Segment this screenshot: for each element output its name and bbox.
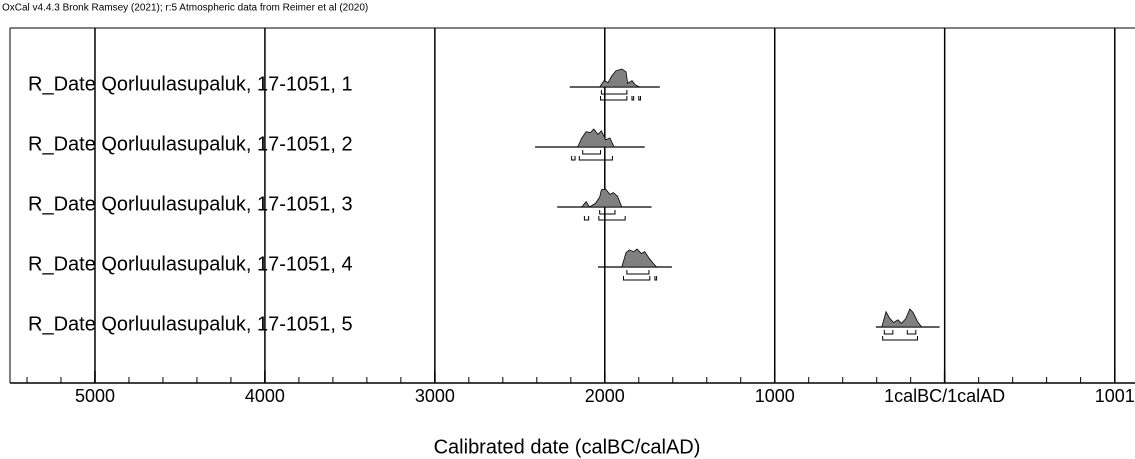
range-2sigma — [882, 336, 918, 341]
x-tick-label: 3000 — [415, 386, 455, 406]
probability-distribution — [598, 68, 640, 88]
date-label: R_Date Qorluulasupaluk, 17-1051, 5 — [28, 313, 353, 335]
range-2sigma — [583, 216, 590, 221]
range-2sigma — [622, 276, 651, 281]
probability-distribution — [621, 248, 658, 268]
probability-distribution — [576, 128, 615, 148]
probability-distribution — [581, 188, 623, 208]
date-label: R_Date Qorluulasupaluk, 17-1051, 3 — [28, 193, 353, 215]
range-1sigma — [600, 90, 628, 95]
x-axis-title: Calibrated date (calBC/calAD) — [434, 436, 701, 458]
x-tick-label: 1calBC/1calAD — [884, 386, 1005, 406]
date-label: R_Date Qorluulasupaluk, 17-1051, 2 — [28, 133, 353, 155]
range-2sigma — [578, 156, 613, 161]
range-2sigma — [600, 96, 628, 101]
probability-distribution — [881, 308, 923, 328]
range-1sigma — [626, 270, 650, 275]
x-tick-label: 2000 — [585, 386, 625, 406]
range-2sigma — [638, 96, 641, 101]
range-1sigma — [883, 330, 894, 335]
x-tick-label: 5000 — [75, 386, 115, 406]
range-1sigma — [599, 210, 616, 215]
date-label: R_Date Qorluulasupaluk, 17-1051, 4 — [28, 253, 353, 275]
x-tick-label: 1001 — [1095, 386, 1135, 406]
x-tick-label: 4000 — [245, 386, 285, 406]
range-1sigma — [582, 150, 602, 155]
header: OxCal v4.4.3 Bronk Ramsey (2021); r:5 At… — [2, 3, 368, 14]
range-2sigma — [631, 96, 635, 101]
date-label: R_Date Qorluulasupaluk, 17-1051, 1 — [28, 73, 353, 95]
range-2sigma — [654, 276, 658, 281]
x-tick-label: 1000 — [755, 386, 795, 406]
range-1sigma — [906, 330, 917, 335]
range-2sigma — [571, 156, 576, 161]
range-2sigma — [598, 216, 626, 221]
